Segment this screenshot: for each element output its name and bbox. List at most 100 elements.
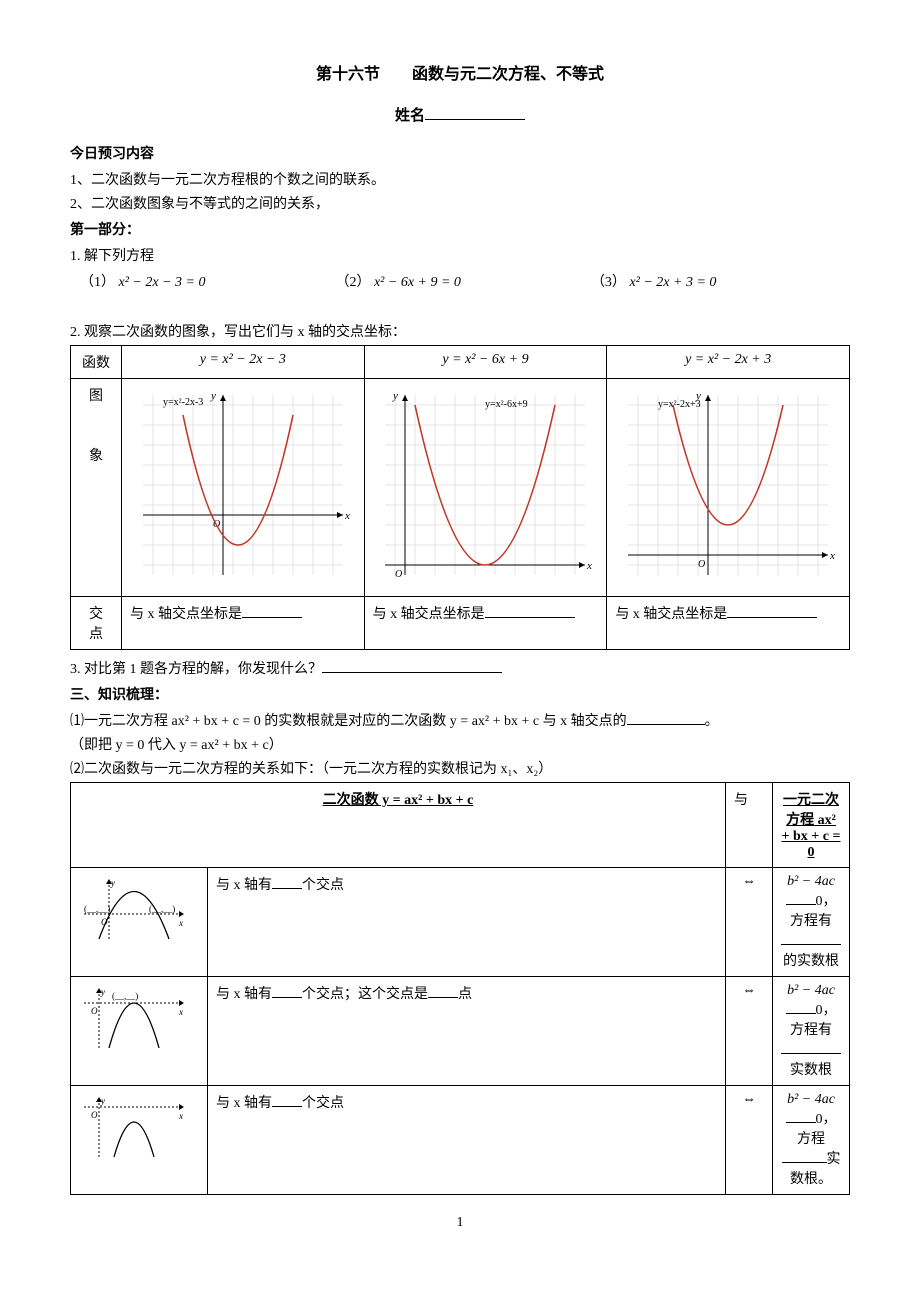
summary-2: ⑵二次函数与一元二次方程的关系如下：（一元二次方程的实数根记为 x₁、x₂）: [70, 758, 850, 778]
t2-r2-blank1[interactable]: [786, 999, 816, 1014]
t2-r2-blank2[interactable]: [781, 1039, 841, 1054]
svg-text:x: x: [178, 918, 183, 928]
preview-item-2: 2、二次函数图象与不等式的之间的关系，: [70, 193, 850, 213]
parabola-graph-3: x y O y=x²-2x+3: [618, 385, 838, 585]
part1-heading: 第一部分：: [70, 219, 850, 239]
graph-cell-2: x y O y=x²-6x+9: [364, 379, 607, 597]
t2-l1-post: 个交点: [302, 878, 344, 893]
t2-right-1: b² − 4ac 0，方程有的实数根: [773, 868, 850, 977]
graph-cell-3: x y O y=x²-2x+3: [607, 379, 850, 597]
func-2: y = x² − 6x + 9: [442, 352, 528, 367]
eq2: （2） x² − 6x + 9 = 0: [335, 271, 460, 291]
t2-r3-pre: b² − 4ac: [787, 1092, 835, 1107]
q3-blank[interactable]: [322, 658, 502, 673]
parabola-graph-1: x y O y=x²-2x-3: [133, 385, 353, 585]
svg-text:y: y: [100, 1096, 105, 1106]
graph-cell-1: x y O y=x²-2x-3: [122, 379, 365, 597]
preview-item-1: 1、二次函数与一元二次方程根的个数之间的联系。: [70, 169, 850, 189]
svg-text:y: y: [392, 390, 398, 402]
t2-graph-3: O y x: [71, 1086, 208, 1195]
row-label-intersect: 交 点: [71, 597, 122, 650]
t2-r2-pre: b² − 4ac: [787, 983, 835, 998]
part3-heading: 三、知识梳理：: [70, 684, 850, 704]
t2-r1-pre: b² − 4ac: [787, 874, 835, 889]
eq2-math: x² − 6x + 9 = 0: [374, 275, 461, 290]
summary-1: ⑴一元二次方程 ax² + bx + c = 0 的实数根就是对应的二次函数 y…: [70, 710, 850, 730]
t2-left-2: 与 x 轴有个交点；这个交点是点: [208, 977, 726, 1086]
mini-parabola-one-root: O y x (__,__): [79, 983, 189, 1053]
eq3-label: （3）: [591, 275, 626, 290]
svg-text:(__,__): (__,__): [84, 904, 110, 914]
func-3: y = x² − 2x + 3: [685, 352, 771, 367]
t2-head-right: 一元二次方程 ax² + bx + c = 0: [773, 783, 850, 868]
t2-left-1: 与 x 轴有个交点: [208, 868, 726, 977]
row-label-graph: 图 象: [71, 379, 122, 597]
row-label-func: 函数: [71, 346, 122, 379]
t2-r3-blank2[interactable]: [782, 1148, 827, 1163]
t2-r1-blank2[interactable]: [781, 930, 841, 945]
svg-text:O: O: [395, 569, 402, 580]
t2-right-3: b² − 4ac 0，方程实数根。: [773, 1086, 850, 1195]
eq3-math: x² − 2x + 3 = 0: [629, 275, 716, 290]
mini-parabola-two-roots: O y x (__,__) (__,__): [79, 874, 189, 944]
t2-l3-blank[interactable]: [272, 1092, 302, 1107]
svg-text:y: y: [110, 878, 115, 888]
summary1-blank[interactable]: [627, 710, 705, 725]
func-1: y = x² − 2x − 3: [200, 352, 286, 367]
eq1: （1） x² − 2x − 3 = 0: [80, 271, 205, 291]
svg-text:x: x: [829, 550, 835, 562]
q1-label: 1. 解下列方程: [70, 245, 850, 265]
t2-l2-blank1[interactable]: [272, 983, 302, 998]
iff-3: ⇔: [726, 1086, 773, 1195]
q3-label: 3. 对比第 1 题各方程的解，你发现什么？: [70, 662, 322, 677]
name-blank[interactable]: [425, 104, 525, 120]
svg-text:x: x: [178, 1007, 183, 1017]
t2-l3-pre: 与 x 轴有: [216, 1096, 272, 1111]
eq1-math: x² − 2x − 3 = 0: [119, 275, 206, 290]
t2-l1-blank[interactable]: [272, 874, 302, 889]
svg-text:x: x: [344, 510, 350, 522]
t2-l3-post: 个交点: [302, 1096, 344, 1111]
t2-head-mid: 与: [726, 783, 773, 868]
intersect-blank-2[interactable]: [485, 603, 575, 618]
intersect-cell-3: 与 x 轴交点坐标是: [607, 597, 850, 650]
page-number: 1: [70, 1215, 850, 1231]
intersect-blank-1[interactable]: [242, 603, 302, 618]
t2-l2-blank2[interactable]: [428, 983, 458, 998]
name-label: 姓名: [395, 108, 425, 124]
summary1-suffix: 。: [705, 714, 719, 729]
t2-l2-posta: 个交点；这个交点是: [302, 987, 428, 1002]
svg-text:O: O: [698, 559, 705, 570]
svg-text:y=x²-6x+9: y=x²-6x+9: [485, 399, 528, 410]
t2-right-2: b² − 4ac 0，方程有实数根: [773, 977, 850, 1086]
svg-text:O: O: [91, 1110, 98, 1120]
t2-graph-2: O y x (__,__): [71, 977, 208, 1086]
iff-1: ⇔: [726, 868, 773, 977]
svg-text:O: O: [91, 1006, 98, 1016]
t2-head-left-text: 二次函数 y = ax² + bx + c: [323, 793, 474, 808]
svg-text:y=x²-2x-3: y=x²-2x-3: [163, 397, 203, 408]
parabola-graph-2: x y O y=x²-6x+9: [375, 385, 595, 585]
page-title: 第十六节 函数与元二次方程、不等式: [70, 60, 850, 84]
t2-r3-blank1[interactable]: [786, 1108, 816, 1123]
summary1-text: ⑴一元二次方程 ax² + bx + c = 0 的实数根就是对应的二次函数 y…: [70, 714, 627, 729]
q3-row: 3. 对比第 1 题各方程的解，你发现什么？: [70, 658, 850, 678]
eq3: （3） x² − 2x + 3 = 0: [591, 271, 716, 291]
t2-graph-1: O y x (__,__) (__,__): [71, 868, 208, 977]
t2-r1-blank1[interactable]: [786, 890, 816, 905]
graph-label-top: 图: [79, 385, 113, 405]
intersect-text-1: 与 x 轴交点坐标是: [130, 607, 242, 622]
intersect-cell-1: 与 x 轴交点坐标是: [122, 597, 365, 650]
svg-text:y: y: [100, 987, 105, 997]
intersect-text-2: 与 x 轴交点坐标是: [373, 607, 485, 622]
svg-text:x: x: [586, 560, 592, 572]
svg-text:(__,__): (__,__): [112, 991, 138, 1001]
eq1-label: （1）: [80, 275, 115, 290]
svg-text:y=x²-2x+3: y=x²-2x+3: [658, 399, 701, 410]
intersect-blank-3[interactable]: [727, 603, 817, 618]
t2-r1-post: 的实数根: [783, 954, 839, 969]
equation-row: （1） x² − 2x − 3 = 0 （2） x² − 6x + 9 = 0 …: [80, 271, 850, 291]
svg-text:x: x: [178, 1111, 183, 1121]
t2-head-left: 二次函数 y = ax² + bx + c: [71, 783, 726, 868]
graph-label-bot: 象: [79, 445, 113, 465]
